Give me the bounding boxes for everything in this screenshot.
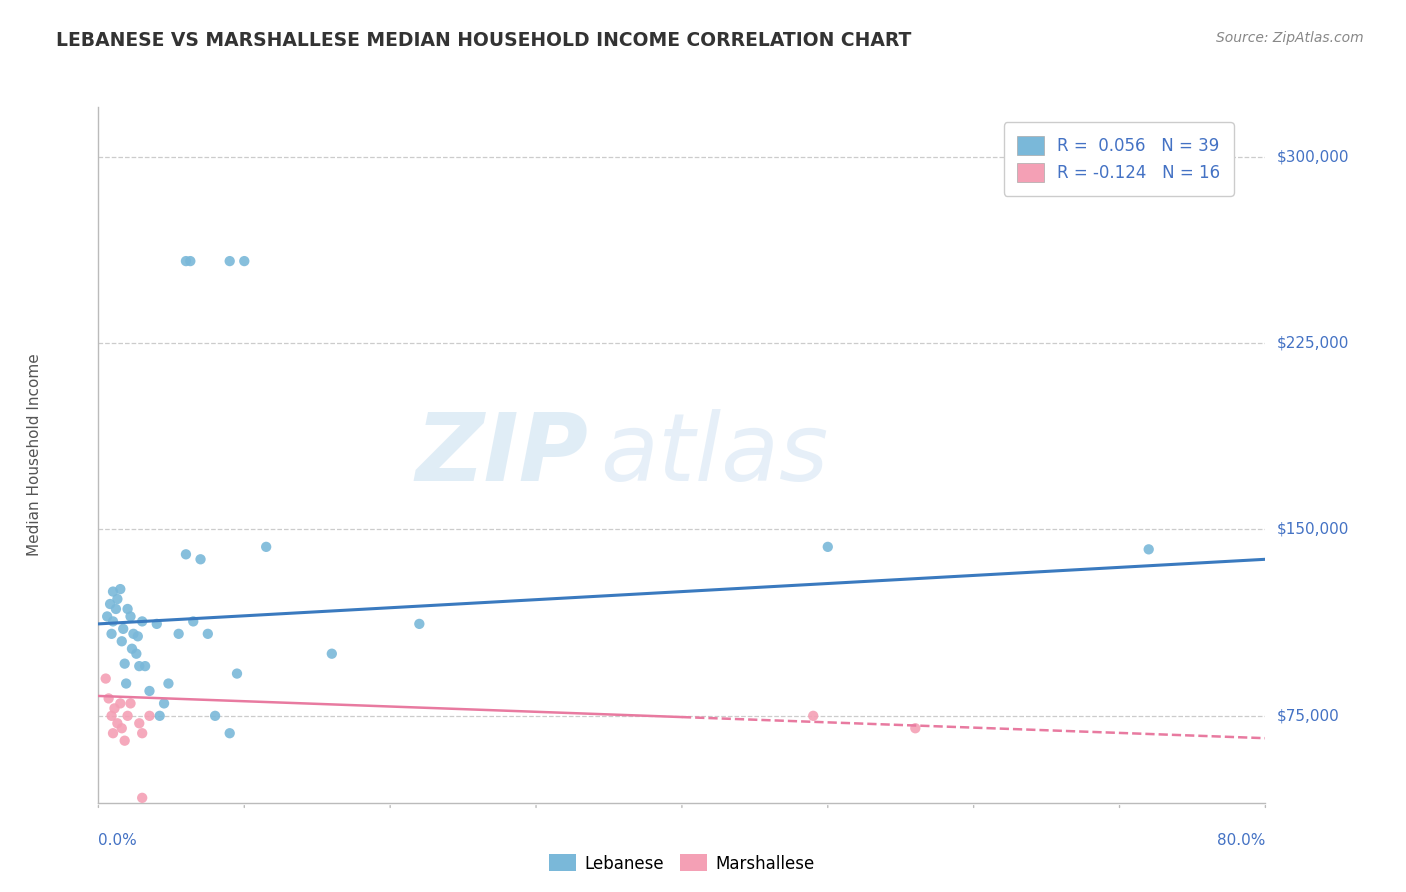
Text: LEBANESE VS MARSHALLESE MEDIAN HOUSEHOLD INCOME CORRELATION CHART: LEBANESE VS MARSHALLESE MEDIAN HOUSEHOLD… [56,31,911,50]
Point [181,615,204,629]
Point [174,547,197,561]
Point [218,254,240,268]
Point [101,726,124,740]
Point [120,609,142,624]
Text: $75,000: $75,000 [1277,708,1340,723]
Point [174,254,197,268]
Legend: R =  0.056   N = 39, R = -0.124   N = 16: R = 0.056 N = 39, R = -0.124 N = 16 [1004,122,1233,196]
Point [114,733,136,747]
Text: 0.0%: 0.0% [98,833,138,848]
Point [131,615,153,629]
Text: $225,000: $225,000 [1277,335,1348,351]
Point [204,708,226,723]
Point [117,602,139,616]
Text: $150,000: $150,000 [1277,522,1348,537]
Point [131,790,153,805]
Point [110,697,132,711]
Point [128,716,150,731]
Point [111,721,134,735]
Point [197,627,219,641]
Point [134,659,156,673]
Point [146,616,169,631]
Point [190,552,212,566]
Point [408,616,430,631]
Point [100,627,122,641]
Point [131,726,153,740]
Text: atlas: atlas [600,409,828,500]
Point [105,592,128,607]
Point [226,666,249,681]
Point [904,721,927,735]
Point [105,716,128,731]
Point [115,676,138,690]
Point [1137,542,1160,557]
Point [817,540,839,554]
Point [122,627,145,641]
Point [100,708,122,723]
Point [103,701,125,715]
Point [125,647,148,661]
Legend: Lebanese, Marshallese: Lebanese, Marshallese [543,847,821,880]
Point [96,609,118,624]
Point [138,708,160,723]
Point [321,647,343,661]
Text: ZIP: ZIP [416,409,589,501]
Point [153,697,176,711]
Point [149,708,172,723]
Point [138,684,160,698]
Point [114,657,136,671]
Point [127,629,149,643]
Point [111,634,134,648]
Point [157,676,180,690]
Point [104,602,127,616]
Point [94,672,117,686]
Point [112,622,135,636]
Point [101,615,124,629]
Point [101,584,124,599]
Point [98,597,121,611]
Point [110,582,132,596]
Point [117,708,139,723]
Point [254,540,277,554]
Point [218,726,240,740]
Point [120,697,142,711]
Point [128,659,150,673]
Point [179,254,201,268]
Text: Source: ZipAtlas.com: Source: ZipAtlas.com [1216,31,1364,45]
Text: 80.0%: 80.0% [1218,833,1265,848]
Point [233,254,256,268]
Text: Median Household Income: Median Household Income [27,353,42,557]
Point [167,627,190,641]
Point [121,641,143,656]
Point [97,691,120,706]
Text: $300,000: $300,000 [1277,149,1348,164]
Point [801,708,824,723]
